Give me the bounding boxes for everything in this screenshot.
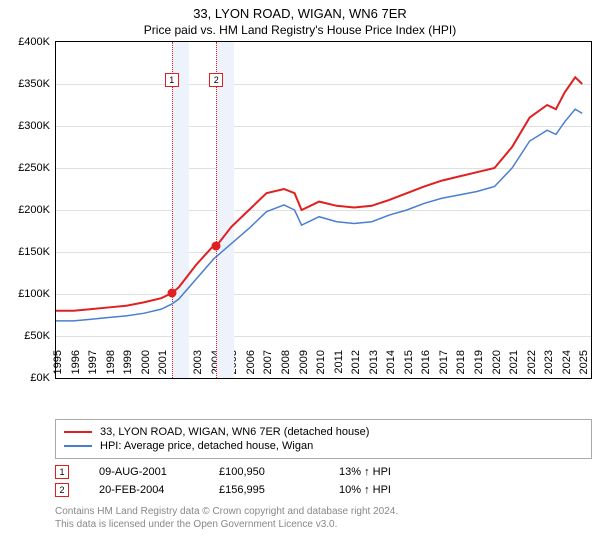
y-axis-label: £100K [18, 288, 50, 300]
series-hpi [56, 109, 582, 321]
marker-table: 1 09-AUG-2001 £100,950 13% ↑ HPI 2 20-FEB-200… [55, 465, 592, 497]
marker-row-price: £100,950 [219, 466, 309, 478]
marker-row-delta: 13% ↑ HPI [339, 466, 429, 478]
y-axis-label: £400K [18, 36, 50, 48]
marker-row-delta: 10% ↑ HPI [339, 484, 429, 496]
chart-subtitle: Price paid vs. HM Land Registry's House … [0, 23, 600, 37]
chart-container: 33, LYON ROAD, WIGAN, WN6 7ER Price paid… [0, 0, 600, 560]
sale-dot [212, 242, 221, 251]
chart-lines [56, 42, 591, 378]
y-axis-label: £300K [18, 120, 50, 132]
marker-row-num: 2 [55, 483, 69, 497]
marker-row-num: 1 [55, 465, 69, 479]
marker-row-price: £156,995 [219, 484, 309, 496]
legend-label: 33, LYON ROAD, WIGAN, WN6 7ER (detached … [100, 426, 369, 438]
chart-title: 33, LYON ROAD, WIGAN, WN6 7ER [0, 0, 600, 23]
series-property [56, 77, 582, 311]
y-axis-label: £0K [30, 372, 50, 384]
legend-item: HPI: Average price, detached house, Wiga… [64, 440, 583, 452]
legend-swatch [64, 431, 92, 433]
footer-text: Contains HM Land Registry data © Crown c… [55, 505, 592, 531]
legend-label: HPI: Average price, detached house, Wiga… [100, 440, 313, 452]
footer-line-2: This data is licensed under the Open Gov… [55, 518, 592, 531]
legend: 33, LYON ROAD, WIGAN, WN6 7ER (detached … [55, 419, 592, 459]
marker-row-date: 20-FEB-2004 [99, 484, 189, 496]
y-axis-label: £350K [18, 78, 50, 90]
y-axis-label: £200K [18, 204, 50, 216]
marker-row: 2 20-FEB-2004 £156,995 10% ↑ HPI [55, 483, 592, 497]
sale-dot [167, 289, 176, 298]
y-axis-label: £250K [18, 162, 50, 174]
legend-item: 33, LYON ROAD, WIGAN, WN6 7ER (detached … [64, 426, 583, 438]
y-axis-label: £50K [24, 330, 50, 342]
footer-line-1: Contains HM Land Registry data © Crown c… [55, 505, 592, 518]
chart-plot-area: £0K£50K£100K£150K£200K£250K£300K£350K£40… [55, 41, 592, 379]
marker-row-date: 09-AUG-2001 [99, 466, 189, 478]
marker-row: 1 09-AUG-2001 £100,950 13% ↑ HPI [55, 465, 592, 479]
legend-swatch [64, 445, 92, 447]
y-axis-label: £150K [18, 246, 50, 258]
